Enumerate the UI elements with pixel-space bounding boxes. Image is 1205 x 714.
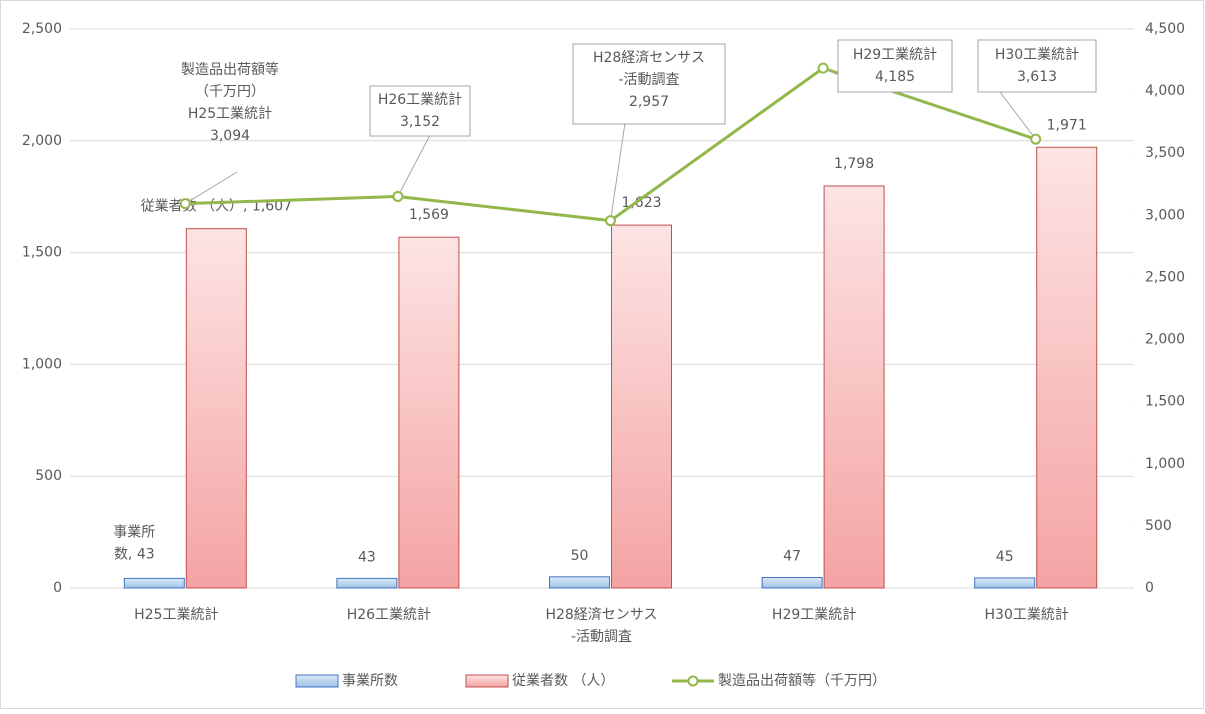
legend-swatch xyxy=(295,674,339,688)
data-label: H26工業統計 3,152 xyxy=(378,92,462,130)
y-tick-label: 2,000 xyxy=(22,133,62,149)
leader-line xyxy=(397,134,431,197)
x-tick-label: H28経済センサス-活動調査 xyxy=(545,607,657,645)
y2-tick-label: 2,000 xyxy=(1145,332,1185,348)
leader-line xyxy=(999,91,1037,140)
label-box xyxy=(977,39,1097,93)
bar xyxy=(823,185,885,589)
y2-tick-label: 500 xyxy=(1145,518,1172,534)
data-label: 1,569 xyxy=(409,207,449,223)
y-tick-label: 1,000 xyxy=(22,356,62,372)
y-tick-label: 0 xyxy=(53,580,62,596)
bar xyxy=(1036,146,1098,589)
bar xyxy=(336,577,398,589)
label-box xyxy=(369,85,471,137)
legend-swatch xyxy=(687,675,699,687)
x-tick-label: H30工業統計 xyxy=(985,607,1069,623)
data-label: 1,971 xyxy=(1047,117,1087,133)
y2-tick-label: 1,000 xyxy=(1145,456,1185,472)
x-tick-label: H25工業統計 xyxy=(134,607,218,623)
data-label: 43 xyxy=(358,549,376,565)
data-label: H29工業統計 4,185 xyxy=(853,47,937,85)
point xyxy=(392,190,404,202)
data-label: 1,798 xyxy=(834,156,874,172)
y2-tick-label: 3,500 xyxy=(1145,145,1185,161)
label-box xyxy=(572,43,726,125)
y-tick-label: 2,500 xyxy=(22,21,62,37)
y-tick-label: 1,500 xyxy=(22,245,62,261)
legend-swatch xyxy=(465,674,509,688)
bar xyxy=(123,577,185,589)
y-tick-label: 500 xyxy=(35,468,62,484)
y2-tick-label: 2,500 xyxy=(1145,269,1185,285)
bar xyxy=(974,577,1036,589)
data-label: 製造品出荷額等（千万円） H25工業統計 3,094 xyxy=(181,61,279,144)
leader-line xyxy=(185,171,238,205)
data-label: 50 xyxy=(571,548,589,564)
point xyxy=(1030,133,1042,145)
x-tick-label: H29工業統計 xyxy=(772,607,856,623)
y2-tick-label: 4,000 xyxy=(1145,83,1185,99)
bar xyxy=(611,224,672,589)
point xyxy=(179,198,191,210)
bar xyxy=(398,236,460,589)
bar xyxy=(761,576,823,589)
point xyxy=(605,215,616,227)
y2-tick-label: 0 xyxy=(1145,580,1154,596)
y2-tick-label: 1,500 xyxy=(1145,394,1185,410)
data-label: 事業所数, 43 xyxy=(113,524,155,562)
legend-label: 従業者数 （人） xyxy=(512,673,614,689)
y2-tick-label: 4,500 xyxy=(1145,21,1185,37)
data-label: H28経済センサス-活動調査 2,957 xyxy=(593,50,705,110)
data-label: 47 xyxy=(783,548,801,564)
x-tick-label: H26工業統計 xyxy=(347,607,431,623)
bar xyxy=(549,576,610,589)
data-label: H30工業統計 3,613 xyxy=(995,47,1079,85)
label-box xyxy=(837,39,953,93)
point xyxy=(817,62,829,74)
y2-tick-label: 3,000 xyxy=(1145,207,1185,223)
legend-label: 事業所数 xyxy=(342,673,398,689)
leader-line xyxy=(610,122,626,221)
legend-label: 製造品出荷額等（千万円） xyxy=(718,672,886,689)
data-label: 45 xyxy=(996,549,1014,565)
bar xyxy=(185,228,247,589)
